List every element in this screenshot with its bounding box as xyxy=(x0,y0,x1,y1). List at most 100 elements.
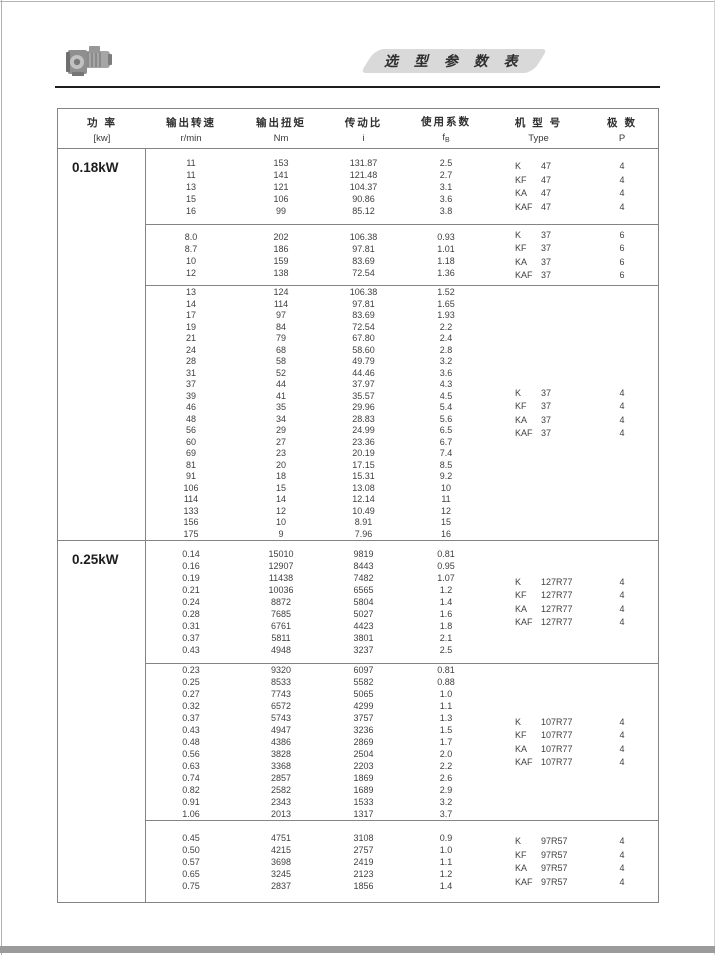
model-type: KAF 37 xyxy=(491,269,586,283)
ratio-block: 11 153 131.87 2.5 11 141 121.48 2.7 13 121 104.37 3… xyxy=(146,149,658,224)
ratio-cell: 5027 xyxy=(353,609,374,619)
ratio-cell: 7482 xyxy=(353,573,374,583)
poles-value: 4 xyxy=(619,617,625,628)
factor-cell: 1.36 xyxy=(437,268,455,278)
table-row: 31 52 44.46 3.6 xyxy=(146,367,491,379)
table-row: 21 79 67.80 2.4 xyxy=(146,333,491,345)
poles-value: 4 xyxy=(619,730,625,741)
torque-cell: 14 xyxy=(275,494,286,505)
factor-cell: 1.6 xyxy=(439,609,453,619)
ratio-cell: 3801 xyxy=(353,633,374,643)
ratio-cell: 17.15 xyxy=(352,459,375,470)
speed-cell: 56 xyxy=(185,425,196,436)
model-type-prefix: KAF xyxy=(515,617,533,628)
model-type-number: 37 xyxy=(541,401,552,412)
speed-cell: 0.23 xyxy=(182,665,200,675)
torque-cell: 84 xyxy=(275,321,286,332)
factor-cell: 3.8 xyxy=(439,205,453,216)
data-rows: 8.0 202 106.38 0.93 8.7 186 97.81 1.01 10 159 83.6… xyxy=(146,225,491,285)
factor-cell: 2.0 xyxy=(439,749,453,759)
factor-cell: 2.8 xyxy=(439,344,453,355)
table-row: 0.75 2837 1856 1.4 xyxy=(146,880,491,892)
model-type-prefix: K xyxy=(515,229,522,240)
torque-cell: 52 xyxy=(275,367,286,378)
model-type-prefix: KF xyxy=(515,401,527,412)
table-row: 0.32 6572 4299 1.1 xyxy=(146,700,491,712)
factor-cell: 2.2 xyxy=(439,761,453,771)
table-row: 15 106 90.86 3.6 xyxy=(146,193,491,205)
ratio-cell: 1856 xyxy=(353,880,374,891)
col-header-torque-zh: 输出扭矩 xyxy=(256,116,306,129)
torque-cell: 23 xyxy=(275,448,286,459)
speed-cell: 28 xyxy=(185,356,196,367)
table-row: 0.57 3698 2419 1.1 xyxy=(146,856,491,868)
col-header-power-zh: 功 率 xyxy=(87,116,117,129)
torque-cell: 2857 xyxy=(270,773,292,783)
factor-cell: 11 xyxy=(441,494,451,505)
torque-cell: 29 xyxy=(275,425,286,436)
power-section: 0.25kW 0.14 15010 9819 0.81 0.16 12907 8443 0.95… xyxy=(58,540,658,902)
model-type: KA 127R77 xyxy=(491,602,586,616)
model-type-prefix: KA xyxy=(515,256,528,267)
data-rows: 0.14 15010 9819 0.81 0.16 12907 8443 0.95 0.19 11… xyxy=(146,541,491,663)
model-type-prefix: KA xyxy=(515,188,528,199)
torque-cell: 9 xyxy=(278,528,284,539)
model-type-prefix: KA xyxy=(515,863,528,874)
ratio-cell: 8.91 xyxy=(354,517,373,528)
factor-cell: 5.6 xyxy=(439,413,453,424)
data-rows: 0.45 4751 3108 0.9 0.50 4215 2757 1.0 0.57 3698 24… xyxy=(146,821,491,902)
ratio-cell: 106.38 xyxy=(349,287,378,298)
speed-cell: 8.7 xyxy=(184,244,198,254)
factor-cell: 1.2 xyxy=(439,868,453,879)
speed-cell: 11 xyxy=(186,169,196,180)
poles-list: 6 6 6 6 xyxy=(586,225,658,285)
poles-value: 4 xyxy=(619,428,625,439)
table-row: 28 58 49.79 3.2 xyxy=(146,356,491,368)
poles-list: 4 4 4 4 xyxy=(586,541,658,663)
speed-cell: 31 xyxy=(185,367,196,378)
poles-value: 6 xyxy=(619,229,625,240)
speed-cell: 133 xyxy=(183,505,199,516)
model-type-number: 47 xyxy=(541,188,552,199)
poles-value: 4 xyxy=(619,757,625,768)
table-row: 37 44 37.97 4.3 xyxy=(146,379,491,391)
model-type-prefix: KAF xyxy=(515,876,533,887)
factor-cell: 1.3 xyxy=(439,713,453,723)
torque-cell: 58 xyxy=(275,356,286,367)
ratio-cell: 1689 xyxy=(353,785,374,795)
poles-list: 4 4 4 4 xyxy=(586,821,658,902)
factor-cell: 2.1 xyxy=(439,633,453,643)
factor-cell: 1.8 xyxy=(439,621,453,631)
table-row: 60 27 23.36 6.7 xyxy=(146,436,491,448)
col-header-factor-zh: 使用系数 xyxy=(421,116,471,128)
factor-cell: 6.5 xyxy=(439,425,453,436)
model-type-number: 37 xyxy=(541,229,552,240)
table-row: 175 9 7.96 16 xyxy=(146,528,491,540)
ratio-cell: 49.79 xyxy=(352,356,375,367)
col-header-poles-unit: P xyxy=(618,132,626,144)
ratio-cell: 12.14 xyxy=(352,494,375,505)
factor-cell: 2.5 xyxy=(439,157,453,168)
torque-cell: 3698 xyxy=(270,856,292,867)
speed-cell: 0.74 xyxy=(182,773,200,783)
poles-list: 4 4 4 4 xyxy=(586,149,658,224)
torque-cell: 4948 xyxy=(270,645,292,655)
speed-cell: 16 xyxy=(185,205,196,216)
table-row: 0.28 7685 5027 1.6 xyxy=(146,608,491,620)
table-row: 16 99 85.12 3.8 xyxy=(146,205,491,217)
ratio-cell: 131.87 xyxy=(349,157,378,168)
torque-cell: 114 xyxy=(273,298,289,309)
page-title-ribbon: 选 型 参 数 表 xyxy=(360,49,548,73)
torque-cell: 202 xyxy=(273,232,289,242)
col-header-ratio: 传动比 i xyxy=(326,109,401,148)
model-type-number: 107R77 xyxy=(541,757,573,768)
factor-cell: 15 xyxy=(440,517,451,528)
torque-cell: 2837 xyxy=(270,880,292,891)
speed-cell: 175 xyxy=(183,528,199,539)
torque-cell: 124 xyxy=(273,287,289,298)
table-row: 0.25 8533 5582 0.88 xyxy=(146,676,491,688)
factor-cell: 12 xyxy=(440,505,451,516)
table-row: 39 41 35.57 4.5 xyxy=(146,390,491,402)
speed-cell: 12 xyxy=(185,268,196,278)
poles-value: 4 xyxy=(619,863,625,874)
